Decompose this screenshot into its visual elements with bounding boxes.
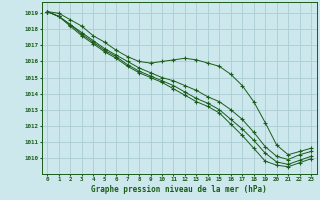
- X-axis label: Graphe pression niveau de la mer (hPa): Graphe pression niveau de la mer (hPa): [91, 185, 267, 194]
